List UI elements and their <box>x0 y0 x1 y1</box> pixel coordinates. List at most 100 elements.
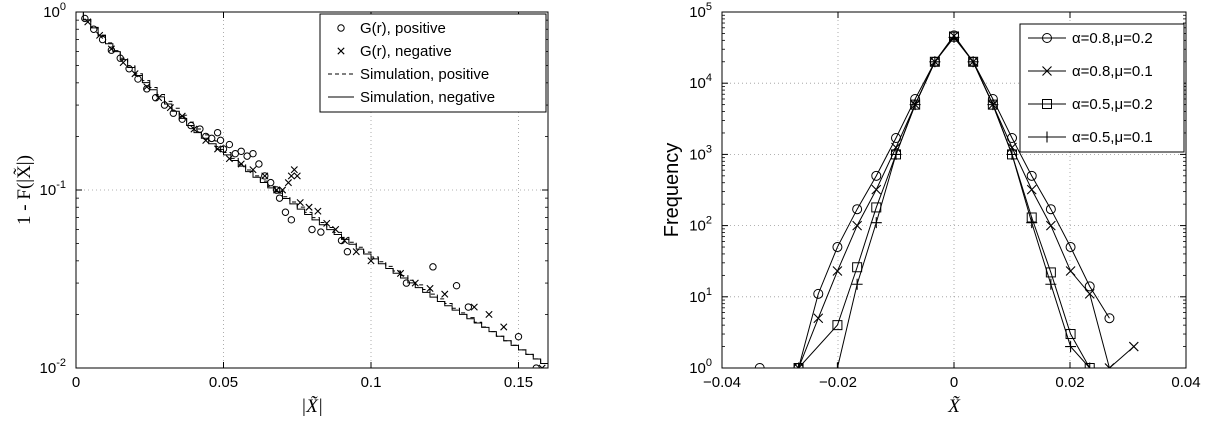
legend: G(r), positive G(r), negative Simulation, … <box>319 13 547 113</box>
data-point <box>155 94 163 102</box>
data-point <box>317 228 325 236</box>
data-point <box>314 207 322 215</box>
legend-box <box>319 13 547 113</box>
data-point <box>429 263 437 271</box>
y-tick-label: 104 <box>689 72 712 92</box>
data-point <box>1084 281 1095 292</box>
series-3 <box>76 12 548 368</box>
x-tick-label: 0.1 <box>361 374 382 391</box>
data-point <box>261 172 269 180</box>
data-point <box>891 142 901 153</box>
data-point <box>293 172 301 180</box>
y-tick-label: 105 <box>689 1 712 21</box>
data-point <box>1128 341 1139 352</box>
legend-box <box>1019 23 1185 153</box>
legend-marker <box>337 24 345 32</box>
data-point <box>1084 288 1095 299</box>
data-point <box>216 136 225 145</box>
data-point <box>1065 329 1076 340</box>
data-point <box>267 178 275 187</box>
data-point <box>107 46 116 54</box>
data-point <box>832 242 843 253</box>
y-tick-label: 102 <box>689 215 712 235</box>
legend-marker <box>337 47 345 55</box>
data-point <box>1026 170 1037 181</box>
data-point <box>90 25 98 33</box>
data-point <box>871 170 882 181</box>
x-tick-label: 0 <box>950 374 958 391</box>
legend-label: α=0.8,μ=0.1 <box>1072 63 1153 80</box>
data-point <box>107 45 115 53</box>
data-point <box>1006 148 1018 160</box>
data-point <box>305 203 313 211</box>
x-tick-label: 0.05 <box>209 374 238 391</box>
legend: α=0.8,μ=0.2 α=0.8,μ=0.1 α=0.5,μ=0.2 α=0.5,μ… <box>1019 23 1185 153</box>
data-point <box>340 236 349 245</box>
data-point <box>1065 242 1076 253</box>
y-axis-label: Frequency <box>661 143 683 238</box>
data-point <box>948 31 960 43</box>
data-point <box>343 248 352 256</box>
data-point <box>852 220 863 231</box>
data-point <box>929 56 941 68</box>
data-point <box>98 35 107 44</box>
legend-marker <box>1041 131 1053 143</box>
data-point <box>281 208 290 216</box>
data-point <box>261 172 269 180</box>
data-point <box>1065 266 1076 276</box>
data-point <box>290 166 298 174</box>
right-chart-frequency: −0.04 −0.02 0 0.02 0.04 100 101 102 103 104 105 X̃ F… <box>661 1 1201 417</box>
grid <box>722 12 1186 368</box>
x-axis-label: X̃ <box>947 396 961 417</box>
data-point <box>832 320 843 331</box>
y-tick-label: 10-2 <box>40 357 66 377</box>
data-point <box>255 160 263 168</box>
data-point <box>1026 217 1038 229</box>
legend-label: G(r), negative <box>360 43 452 60</box>
data-point <box>441 290 449 298</box>
data-point <box>851 278 863 290</box>
data-point <box>287 216 296 224</box>
data-point <box>166 104 174 112</box>
data-point <box>852 204 863 215</box>
legend-label: α=0.8,μ=0.2 <box>1072 30 1153 47</box>
data-point <box>485 310 493 319</box>
data-point <box>871 184 882 195</box>
data-point <box>284 179 292 187</box>
data-point <box>514 332 523 341</box>
data-point <box>464 303 473 311</box>
y-tick-label: 10-1 <box>40 179 66 199</box>
data-point <box>1084 362 1096 368</box>
y-tick-label: 101 <box>689 286 712 306</box>
data-point <box>987 99 999 111</box>
data-point <box>1026 184 1037 195</box>
data-point <box>793 362 805 368</box>
y-tick-label: 103 <box>689 143 712 163</box>
data-point <box>532 364 540 368</box>
data-point <box>813 288 824 299</box>
data-point <box>852 262 863 273</box>
legend-label: G(r), positive <box>360 20 446 37</box>
data-point <box>278 186 287 194</box>
data-point <box>452 281 461 290</box>
legend-marker <box>1042 66 1052 76</box>
x-axis-label: |X̃| <box>301 396 323 417</box>
data-point <box>1104 313 1115 324</box>
y-tick-label: 100 <box>43 1 66 21</box>
data-point <box>831 362 843 368</box>
legend-label: α=0.5,μ=0.1 <box>1072 129 1153 146</box>
data-point <box>249 149 257 158</box>
grid <box>76 12 548 368</box>
legend-label: Simulation, positive <box>360 66 489 83</box>
data-point <box>213 128 222 137</box>
data-point <box>870 217 882 229</box>
data-point <box>287 172 295 180</box>
data-point <box>178 115 186 123</box>
data-point <box>470 303 478 311</box>
data-point <box>754 363 765 368</box>
data-point <box>96 31 104 39</box>
data-point <box>426 284 434 292</box>
legend-marker <box>1042 99 1052 109</box>
series-area <box>76 12 548 368</box>
data-point <box>237 147 245 155</box>
